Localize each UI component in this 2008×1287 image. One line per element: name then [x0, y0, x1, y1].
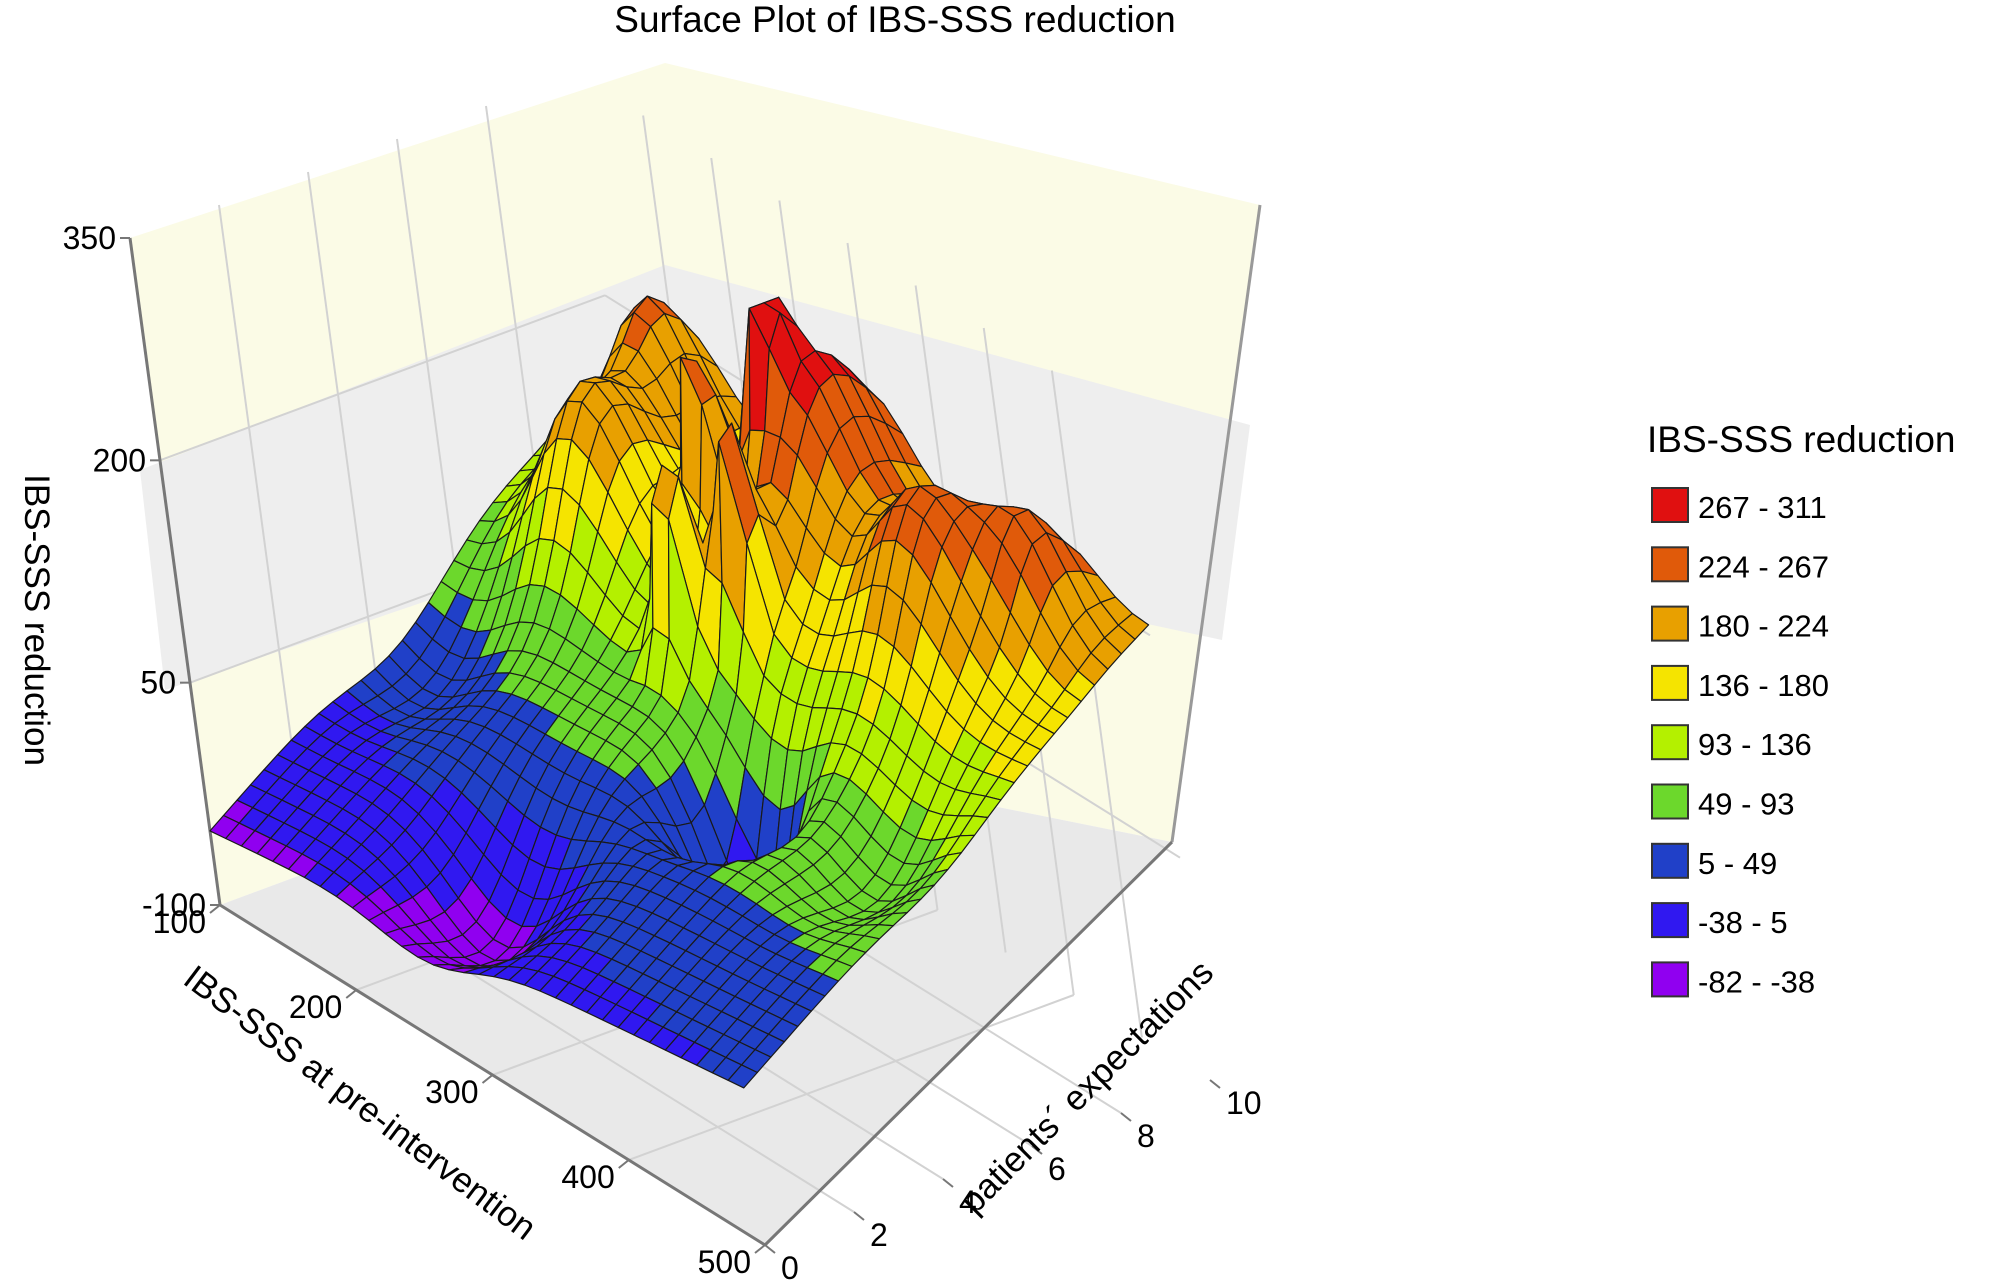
z-tick-label: 200	[93, 442, 146, 478]
back-edge-right	[1170, 204, 1262, 843]
legend: IBS-SSS reduction 267 - 311 224 - 267 180 …	[1647, 419, 1955, 999]
y-tick	[1120, 1112, 1132, 1122]
x-tick	[481, 1074, 494, 1084]
x-tick	[618, 1159, 630, 1169]
legend-title: IBS-SSS reduction	[1647, 419, 1955, 460]
x-tick-label: 300	[425, 1074, 478, 1110]
back-wall-band-left	[140, 265, 665, 690]
x-tick-label: 500	[698, 1244, 751, 1280]
legend-label: 5 - 49	[1698, 846, 1777, 881]
legend-label: -82 - -38	[1698, 964, 1815, 999]
legend-label: 136 - 180	[1698, 668, 1829, 703]
legend-swatch	[1651, 961, 1689, 998]
surface-cell	[727, 1064, 758, 1089]
y-tick-label: 8	[1137, 1118, 1155, 1154]
legend-swatch	[1651, 902, 1689, 939]
surface-cell	[651, 502, 670, 640]
legend-swatch	[1651, 546, 1689, 583]
y-tick-label: 0	[781, 1250, 799, 1286]
x-tick	[345, 989, 357, 999]
y-axis-line	[763, 840, 1174, 1247]
y-tick-label: 6	[1048, 1151, 1066, 1187]
legend-label: 49 - 93	[1698, 787, 1795, 822]
y-tick	[764, 1244, 776, 1254]
gridline	[159, 294, 606, 462]
axis-ticks: -100 50 200 350 100 200 300 400 500 0 2 4 6 8 10	[63, 220, 1262, 1286]
legend-swatch	[1651, 783, 1689, 820]
legend-swatch	[1651, 487, 1689, 523]
legend-label: 224 - 267	[1698, 549, 1829, 584]
x-tick-label: 200	[289, 989, 342, 1025]
x-tick	[754, 1244, 766, 1254]
x-tick-label: 100	[153, 904, 206, 940]
legend-label: 267 - 311	[1698, 490, 1827, 525]
chart-title: Surface Plot of IBS-SSS reduction	[614, 0, 1175, 40]
legend-swatch	[1651, 724, 1689, 761]
z-tick-label: 50	[140, 665, 176, 701]
z-axis-label: IBS-SSS reduction	[17, 474, 56, 766]
legend-swatch	[1651, 605, 1689, 642]
z-tick-label: -100	[142, 887, 206, 923]
gridline	[628, 994, 1075, 1161]
y-tick-label: 2	[870, 1217, 888, 1253]
x-tick	[209, 904, 221, 914]
legend-label: 93 - 136	[1698, 727, 1812, 762]
y-tick	[942, 1178, 954, 1188]
y-tick	[1209, 1079, 1221, 1089]
gridline	[1050, 370, 1143, 1038]
z-axis-line	[128, 237, 222, 906]
legend-label: -38 - 5	[1698, 905, 1788, 940]
y-tick	[1031, 1145, 1043, 1155]
y-tick-label: 4	[959, 1184, 977, 1220]
x-tick-label: 400	[561, 1159, 614, 1195]
z-tick-label: 350	[63, 220, 116, 256]
surface-mesh	[209, 295, 1150, 1089]
legend-swatch	[1651, 842, 1689, 879]
legend-swatch	[1651, 664, 1689, 701]
y-tick-label: 10	[1226, 1085, 1262, 1121]
legend-label: 180 - 224	[1698, 609, 1829, 644]
y-tick	[853, 1211, 865, 1221]
